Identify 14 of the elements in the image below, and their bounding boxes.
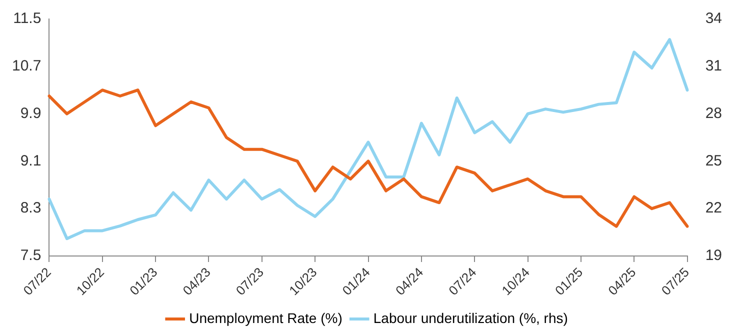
y2-tick-label: 22 [705,200,722,217]
y-tick-label: 9.9 [20,104,42,122]
y2-tick-label: 34 [705,10,722,28]
y-tick-label: 9.1 [20,152,42,170]
legend-label: Unemployment Rate (%) [189,310,342,326]
y2-tick-label: 25 [705,152,722,170]
y-tick-label: 7.5 [20,247,42,264]
y2-tick-label: 19 [705,247,722,264]
y-tick-label: 10.7 [12,58,42,75]
legend-label: Labour underutilization (%, rhs) [373,310,568,326]
y2-tick-label: 28 [705,104,722,122]
y-tick-label: 11.5 [13,10,42,28]
y-tick-label: 8.3 [20,200,42,217]
y2-tick-label: 31 [705,58,722,75]
